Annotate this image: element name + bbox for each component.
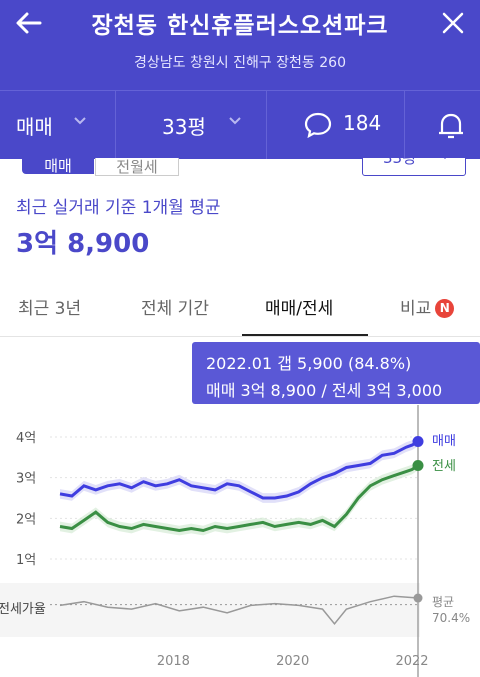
jeonse-series-line — [59, 464, 419, 533]
size-dropdown[interactable]: 33평 — [116, 91, 267, 159]
x-tick-label: 2022 — [395, 654, 428, 669]
deal-type-dropdown[interactable]: 매매 — [0, 91, 116, 159]
close-icon[interactable] — [436, 6, 470, 40]
page-title: 장천동 한신휴플러스오션파크 — [91, 13, 389, 39]
caret-down-icon — [444, 158, 446, 159]
period-tabs: 최근 3년 전체 기간 매매/전세 비교 N — [0, 278, 480, 337]
jeonse-series-label: 전세 — [432, 459, 456, 474]
x-tick-label: 2020 — [276, 654, 309, 669]
sale-series-line — [59, 440, 419, 500]
tab-sale-jeonse[interactable]: 매매/전세 — [265, 299, 334, 319]
y-tick-label: 1억 — [16, 553, 36, 568]
notification-button[interactable] — [405, 91, 480, 159]
chevron-down-icon — [74, 117, 86, 125]
summary-price: 3억 8,900 — [16, 229, 150, 259]
bell-icon — [439, 113, 463, 139]
subtab-sale[interactable]: 매매 — [22, 158, 94, 175]
filter-bar: 매매 33평 184 — [0, 90, 480, 159]
size-select-label: 33평 — [383, 158, 416, 167]
tooltip-price-text: 매매 3억 8,900 / 전세 3억 3,000 — [206, 381, 443, 400]
jeonse-selected-point — [412, 459, 424, 471]
tab-all-period[interactable]: 전체 기간 — [141, 299, 209, 319]
y-tick-label: 2억 — [16, 512, 36, 527]
size-label: 33평 — [162, 115, 206, 139]
header: 장천동 한신휴플러스오션파크 경상남도 창원시 진해구 장천동 260 — [0, 0, 480, 90]
y-tick-label: 4억 — [16, 431, 36, 446]
tooltip-gap-text: 2022.01 갭 5,900 (84.8%) — [206, 354, 412, 373]
deal-type-label: 매매 — [16, 115, 53, 139]
tab-compare[interactable]: 비교 N — [400, 294, 455, 319]
ratio-average-value: 70.4% — [432, 611, 470, 625]
comments-button[interactable]: 184 — [267, 91, 405, 159]
scrolled-subtab-row: 매매 전월세 33평 — [0, 158, 480, 180]
subtab-jeonse[interactable]: 전월세 — [95, 158, 179, 176]
sale-range-band — [60, 436, 418, 503]
ratio-average-label: 평균 — [432, 595, 454, 609]
price-chart[interactable]: 4억 3억 2억 1억 2018 2020 2022 매매 전세 전세가율 평균 70.4… — [0, 337, 480, 677]
tab-recent-3y[interactable]: 최근 3년 — [18, 299, 82, 319]
ratio-series-label: 전세가율 — [0, 602, 46, 617]
chart-tooltip: 2022.01 갭 5,900 (84.8%) 매매 3억 8,900 / 전세… — [192, 342, 480, 404]
back-arrow-icon[interactable] — [12, 6, 46, 40]
ratio-series-line — [59, 595, 419, 625]
y-tick-label: 3억 — [16, 472, 36, 487]
size-select[interactable]: 33평 — [362, 158, 466, 176]
ratio-selected-point — [413, 593, 423, 603]
summary-subtitle: 최근 실거래 기준 1개월 평균 — [16, 198, 221, 218]
speech-bubble-icon — [304, 112, 332, 139]
sale-series-label: 매매 — [432, 434, 456, 449]
sale-selected-point — [412, 435, 424, 447]
address-text: 경상남도 창원시 진해구 장천동 260 — [134, 55, 346, 71]
ratio-band — [0, 583, 420, 637]
comments-count: 184 — [343, 111, 382, 135]
active-tab-underline — [242, 334, 368, 336]
tab-compare-label: 비교 — [400, 299, 432, 319]
new-badge: N — [435, 299, 455, 318]
x-tick-label: 2018 — [157, 654, 190, 669]
chevron-down-icon — [229, 117, 241, 125]
